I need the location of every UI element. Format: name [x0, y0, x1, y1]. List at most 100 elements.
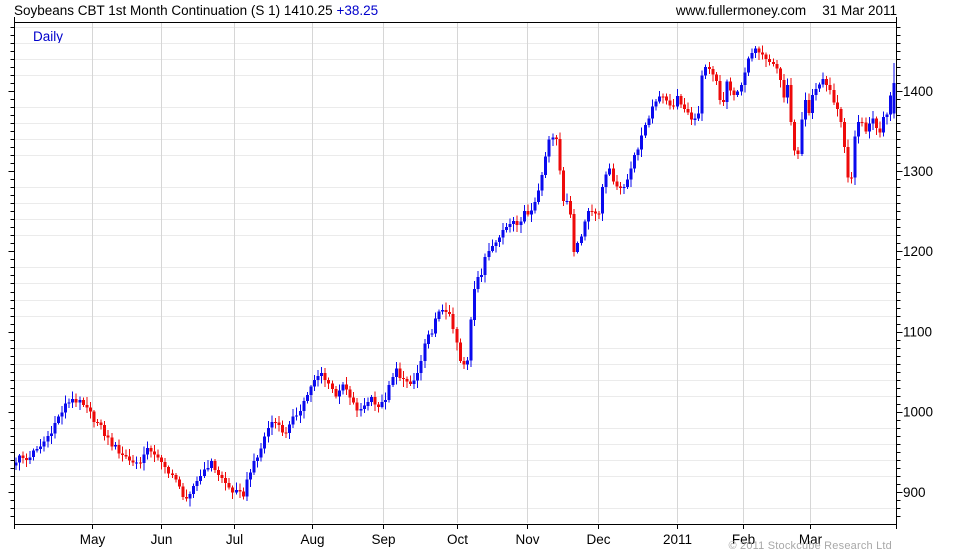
candle-body-up — [42, 441, 46, 447]
candle-body-down — [839, 109, 843, 123]
candle-body-up — [387, 385, 391, 401]
candle-body-up — [114, 445, 117, 447]
candle-body-down — [761, 52, 764, 55]
candle-body-down — [451, 314, 455, 329]
candle-body-down — [807, 100, 811, 113]
candle-body-down — [334, 388, 338, 397]
x-axis-label: Jul — [226, 532, 243, 547]
candle-body-down — [572, 214, 576, 252]
candle-body-down — [25, 457, 28, 460]
candle-body-up — [67, 402, 71, 404]
candle-body-up — [363, 405, 366, 410]
chart-title: Soybeans CBT 1st Month Continuation (S 1… — [14, 3, 333, 18]
candle-body-down — [128, 456, 131, 461]
y-axis-label: 1300 — [903, 164, 933, 179]
candle-body-up — [380, 402, 384, 407]
candle-body-up — [295, 415, 298, 417]
candle-body-down — [569, 200, 572, 215]
candle-body-up — [78, 400, 82, 403]
candle-body-down — [398, 368, 402, 378]
candle-body-down — [825, 79, 828, 85]
candle-body-down — [718, 81, 722, 100]
copyright: © 2011 Stockcube Research Ltd — [728, 540, 892, 552]
x-axis-label: Mar — [799, 532, 823, 547]
candle-body-up — [71, 399, 74, 403]
y-axis-label: 1400 — [903, 84, 933, 99]
candle-body-up — [576, 243, 579, 252]
candle-body-down — [836, 102, 839, 110]
candle-body-down — [768, 59, 771, 63]
candle-body-up — [32, 450, 35, 458]
candle-body-up — [853, 136, 857, 178]
candle-body-up — [533, 201, 537, 211]
candle-body-up — [302, 401, 306, 411]
candle-body-up — [366, 402, 370, 406]
candle-body-down — [284, 432, 288, 434]
candle-body-down — [327, 380, 330, 384]
candle-body-down — [462, 361, 466, 365]
candle-body-down — [89, 407, 92, 412]
candle-body-down — [277, 422, 281, 425]
candle-body-up — [320, 373, 323, 377]
candle-body-down — [690, 112, 693, 120]
candle-body-up — [53, 422, 57, 434]
candle-body-down — [832, 90, 836, 103]
x-axis-label: Sep — [371, 532, 395, 547]
candle-body-up — [604, 174, 608, 187]
candle-body-up — [427, 334, 430, 344]
candle-body-up — [651, 106, 654, 119]
candle-body-down — [846, 146, 850, 178]
candle-body-up — [423, 343, 427, 362]
candle-body-down — [732, 90, 736, 96]
y-axis-label: 1000 — [903, 405, 933, 420]
candle-body-down — [757, 48, 761, 53]
candle-body-up — [480, 274, 483, 277]
x-axis-label: Aug — [300, 532, 324, 547]
candle-body-up — [608, 168, 611, 175]
candle-body-up — [587, 211, 590, 222]
candle-body-up — [469, 319, 473, 361]
candle-body-down — [597, 213, 601, 215]
chart-date: 31 Mar 2011 — [822, 3, 897, 18]
candle-body-down — [139, 462, 142, 464]
candle-body-down — [213, 461, 217, 471]
x-axis-label: May — [80, 532, 106, 547]
candle-body-up — [142, 454, 146, 463]
candle-body-up — [437, 311, 441, 319]
candle-body-down — [121, 453, 124, 456]
candle-body-up — [188, 494, 192, 499]
candle-body-up — [18, 455, 21, 463]
candle-body-up — [747, 58, 750, 73]
candle-body-down — [131, 460, 135, 463]
candle-body-down — [163, 462, 167, 467]
candle-body-up — [565, 200, 569, 202]
candle-body-up — [693, 118, 697, 120]
candle-body-up — [857, 121, 860, 137]
candle-body-up — [245, 479, 249, 497]
candle-body-up — [743, 72, 747, 85]
website-text: www.fullermoney.com — [675, 3, 807, 18]
candle-body-up — [697, 113, 700, 119]
candle-body-up — [249, 472, 252, 480]
candle-body-up — [640, 135, 643, 150]
candle-body-down — [590, 211, 594, 213]
candle-body-up — [316, 376, 320, 381]
candle-body-up — [540, 175, 544, 191]
candle-body-up — [28, 457, 32, 460]
candle-body-up — [57, 416, 60, 423]
candle-body-down — [242, 491, 245, 497]
candle-body-up — [487, 250, 491, 257]
candle-body-down — [850, 177, 853, 179]
candle-body-down — [686, 109, 690, 113]
candle-body-down — [594, 211, 597, 214]
candle-body-down — [875, 118, 878, 129]
candle-body-down — [352, 397, 355, 403]
candle-body-down — [124, 455, 128, 457]
candle-body-up — [647, 118, 651, 125]
candle-body-down — [402, 377, 405, 380]
candle-body-up — [195, 481, 199, 487]
candle-body-down — [153, 451, 156, 455]
x-axis-label: Jun — [151, 532, 173, 547]
candle-body-down — [167, 467, 170, 474]
candle-body-down — [775, 63, 779, 69]
